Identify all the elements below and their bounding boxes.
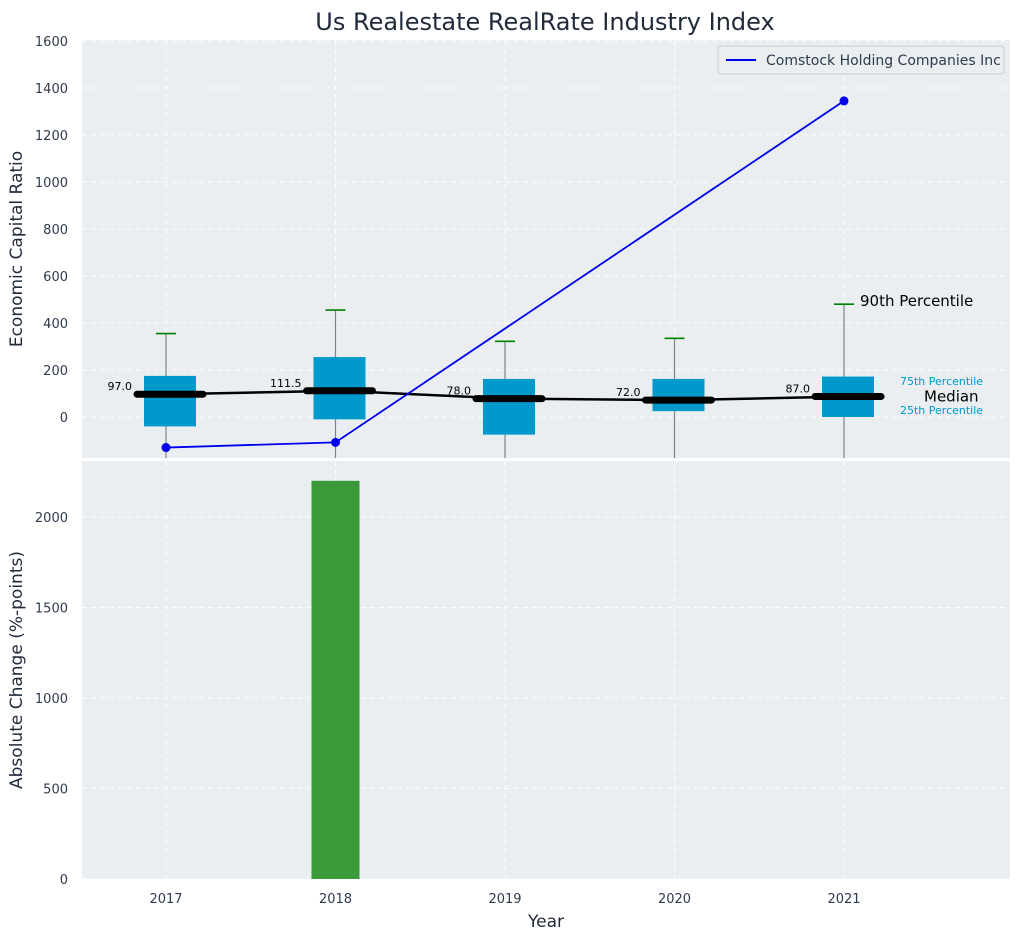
median-value-label: 72.0	[616, 386, 641, 399]
x-axis-label: Year	[527, 912, 564, 932]
change-bar	[311, 480, 360, 879]
annotation-median: Median	[924, 388, 979, 406]
iqr-box	[652, 378, 705, 412]
x-tick-label: 2021	[827, 892, 860, 907]
top-y-tick-label: 1000	[35, 176, 68, 191]
top-y-tick-label: 400	[43, 317, 68, 332]
top-plot-content: 97.0 111.5 78.0 72.0 87.0 90th Percentile 75th…	[108, 96, 983, 458]
top-y-tick-label: 0	[60, 411, 68, 426]
median-value-label: 78.0	[447, 385, 472, 398]
top-y-tick-label: 200	[43, 364, 68, 379]
company-series-point	[161, 443, 171, 453]
median-value-label: 87.0	[786, 383, 811, 396]
median-value-label: 97.0	[108, 380, 133, 393]
annotation-25th-percentile: 25th Percentile	[900, 404, 983, 417]
top-y-tick-label: 1200	[35, 129, 68, 144]
x-tick-label: 2017	[149, 892, 182, 907]
iqr-box	[483, 378, 535, 435]
bottom-y-tick-label: 500	[43, 783, 68, 798]
bottom-y-tick-labels: 0 500 1000 1500 2000	[35, 511, 68, 888]
x-tick-label: 2020	[658, 892, 691, 907]
bottom-plot-content	[311, 480, 360, 879]
legend-entry-label: Comstock Holding Companies Inc	[766, 53, 1001, 69]
top-y-tick-label: 800	[43, 223, 68, 238]
bottom-y-axis-label: Absolute Change (%-points)	[7, 551, 27, 789]
company-series-point	[839, 96, 849, 106]
top-y-tick-label: 1600	[35, 35, 68, 50]
top-y-axis-label: Economic Capital Ratio	[7, 151, 27, 347]
top-marks: 97.0 111.5 78.0 72.0 87.0	[108, 96, 885, 458]
bottom-plot-area	[82, 461, 1010, 879]
bottom-gridlines	[82, 461, 1010, 880]
bottom-y-tick-label: 1500	[35, 602, 68, 617]
annotation-75th-percentile: 75th Percentile	[900, 375, 983, 388]
annotation-90th-percentile: 90th Percentile	[860, 292, 973, 310]
x-tick-label: 2018	[319, 892, 352, 907]
top-gridlines	[82, 40, 1010, 458]
median-value-label: 111.5	[270, 377, 302, 390]
bottom-y-tick-label: 0	[60, 873, 68, 888]
chart-title: Us Realestate RealRate Industry Index	[315, 8, 774, 36]
iqr-box	[144, 375, 196, 427]
bottom-y-tick-label: 2000	[35, 511, 68, 526]
x-tick-labels: 2017 2018 2019 2020 2021	[149, 892, 860, 907]
top-y-tick-labels: 0 200 400 600 800 1000 1200 1400 1600	[35, 35, 68, 426]
legend: Comstock Holding Companies Inc	[717, 45, 1005, 75]
top-y-tick-label: 1400	[35, 82, 68, 97]
company-series-point	[331, 437, 340, 447]
bottom-y-tick-label: 1000	[35, 692, 68, 707]
x-tick-label: 2019	[488, 892, 521, 907]
top-y-tick-label: 600	[43, 270, 68, 285]
